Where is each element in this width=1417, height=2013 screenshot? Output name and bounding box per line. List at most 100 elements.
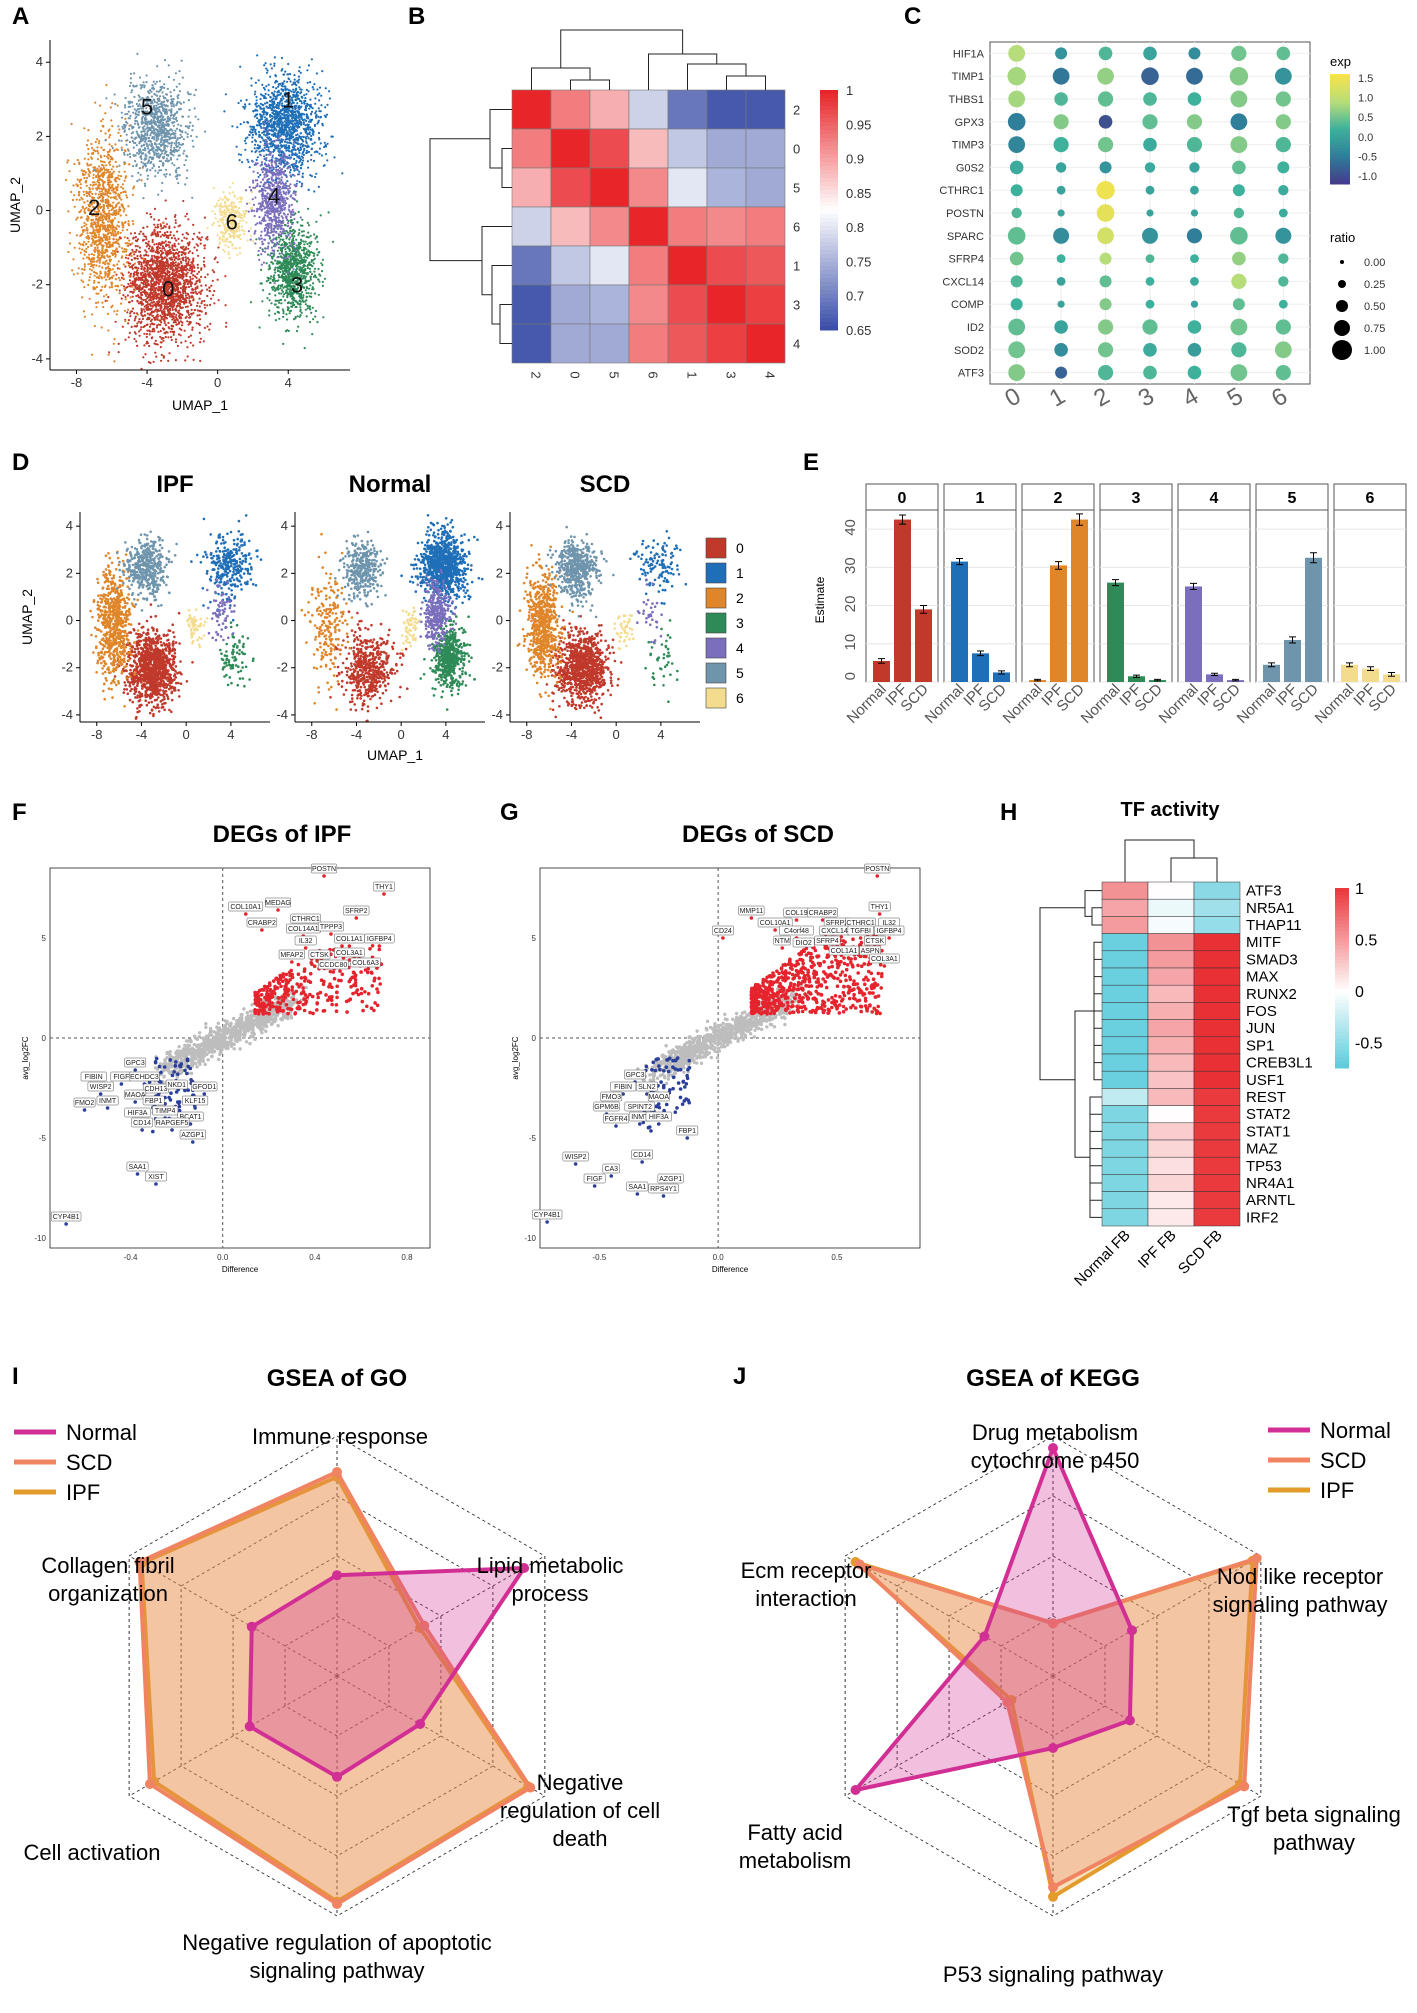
umap-point xyxy=(110,208,113,211)
umap-point xyxy=(281,274,284,277)
umap-point xyxy=(122,263,125,266)
umap-point xyxy=(237,153,240,156)
umap-point xyxy=(158,261,161,265)
umap-point xyxy=(204,276,207,279)
umap-point xyxy=(175,273,178,276)
umap-point xyxy=(155,326,158,329)
umap-point xyxy=(262,149,265,152)
umap-point xyxy=(203,263,206,266)
umap-point xyxy=(135,248,138,252)
umap-point xyxy=(137,302,140,305)
umap-point xyxy=(151,298,155,301)
umap-point xyxy=(173,269,176,272)
umap-point xyxy=(305,130,308,133)
umap-point xyxy=(91,152,94,155)
umap-point xyxy=(182,199,185,203)
umap-point xyxy=(307,207,310,210)
umap-point xyxy=(87,283,90,287)
umap-point xyxy=(265,105,268,108)
umap-point xyxy=(109,106,112,109)
umap-point xyxy=(187,285,190,289)
umap-point xyxy=(104,132,107,135)
umap-point xyxy=(317,121,320,124)
umap-point xyxy=(151,247,154,250)
umap-point xyxy=(275,238,278,241)
umap-point xyxy=(102,305,105,309)
umap-point xyxy=(123,149,126,152)
umap-point xyxy=(256,113,259,116)
umap-point xyxy=(137,278,140,281)
umap-point xyxy=(117,230,120,234)
umap-point xyxy=(301,112,304,115)
umap-point xyxy=(294,88,298,91)
umap-point xyxy=(189,267,192,270)
umap-point xyxy=(273,62,276,65)
umap-point xyxy=(246,158,249,161)
umap-point xyxy=(181,324,184,327)
umap-point xyxy=(299,314,302,317)
umap-point xyxy=(294,165,297,168)
umap-point xyxy=(120,284,123,287)
umap-point xyxy=(98,265,101,268)
umap-point xyxy=(97,251,100,254)
umap-point xyxy=(156,250,159,253)
umap-point xyxy=(298,299,301,302)
umap-point xyxy=(156,271,159,274)
umap-point xyxy=(196,304,199,307)
umap-point xyxy=(85,223,88,226)
umap-point xyxy=(270,252,273,255)
umap-point xyxy=(113,178,116,181)
umap-point xyxy=(116,148,119,152)
umap-point xyxy=(269,142,273,145)
umap-point xyxy=(166,313,169,317)
umap-point xyxy=(308,131,311,134)
umap-point xyxy=(148,275,152,278)
umap-point xyxy=(288,238,291,241)
umap-point xyxy=(96,158,100,161)
umap-point xyxy=(120,272,123,275)
umap-point xyxy=(119,302,123,305)
umap-point xyxy=(197,270,201,273)
umap-point xyxy=(295,99,298,102)
umap-point xyxy=(321,258,324,261)
umap-point xyxy=(265,280,268,283)
umap-point xyxy=(308,107,311,110)
umap-point xyxy=(166,270,169,273)
umap-point xyxy=(315,172,318,175)
umap-point xyxy=(309,308,312,311)
umap-point xyxy=(274,279,277,283)
umap-point xyxy=(176,292,179,295)
umap-point xyxy=(91,181,95,184)
umap-point xyxy=(149,213,152,216)
umap-point xyxy=(114,255,117,258)
umap-point xyxy=(156,324,159,327)
umap-point xyxy=(111,249,114,252)
umap-point xyxy=(144,278,147,281)
umap-point xyxy=(89,225,92,228)
umap-point xyxy=(90,142,93,146)
umap-point xyxy=(297,111,300,114)
umap-point xyxy=(136,254,139,258)
umap-point xyxy=(297,94,300,97)
umap-point xyxy=(111,125,114,128)
umap-point xyxy=(157,278,160,281)
umap-point xyxy=(100,244,103,247)
umap-point xyxy=(186,271,189,274)
umap-point xyxy=(154,251,157,254)
umap-point xyxy=(157,289,160,292)
umap-point xyxy=(127,322,130,325)
umap-point xyxy=(242,121,246,124)
umap-point xyxy=(159,314,162,317)
umap-point xyxy=(133,262,136,265)
umap-point xyxy=(83,221,86,225)
umap-point xyxy=(209,303,212,306)
umap-point xyxy=(265,71,269,74)
umap-point xyxy=(318,86,322,89)
umap-point xyxy=(131,193,134,196)
umap-point xyxy=(315,113,318,117)
umap-point xyxy=(200,310,203,313)
umap-point xyxy=(168,257,171,260)
umap-point xyxy=(147,303,150,306)
umap-point xyxy=(307,137,310,140)
